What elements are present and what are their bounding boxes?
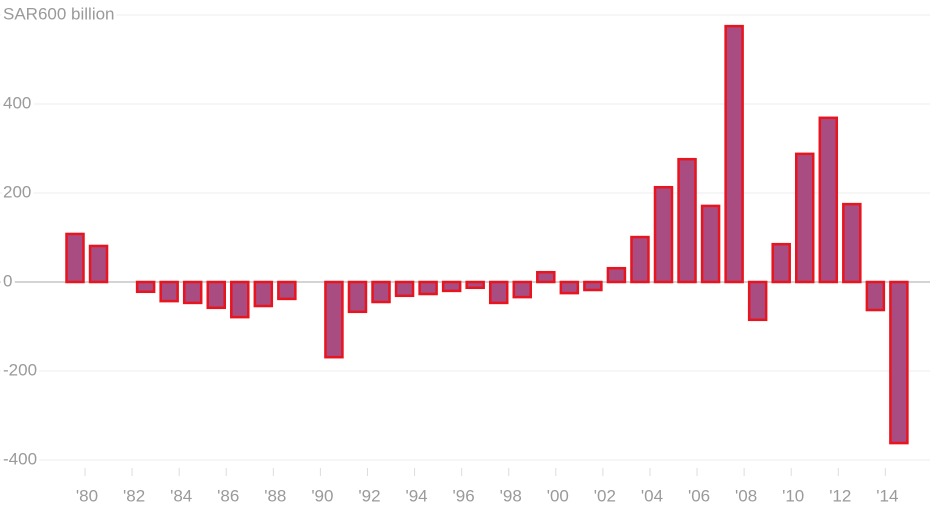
x-tick-label: '92 <box>358 486 380 505</box>
bar <box>630 235 650 284</box>
bar <box>794 152 815 284</box>
bar <box>724 24 744 284</box>
x-tick-label: '94 <box>405 486 427 505</box>
y-tick-label: 0 <box>3 271 12 290</box>
x-tick-label: '80 <box>76 486 98 505</box>
bar <box>394 280 415 298</box>
x-tick-label: '96 <box>453 486 475 505</box>
bar <box>771 242 791 284</box>
bar <box>512 280 533 299</box>
x-tick-label: '98 <box>500 486 522 505</box>
y-tick-label: -400 <box>3 449 37 468</box>
bar <box>441 280 462 293</box>
x-tick-label: '12 <box>829 486 851 505</box>
x-tick-label: '08 <box>735 486 757 505</box>
bar <box>347 280 368 314</box>
bar <box>88 244 109 284</box>
y-tick-label: SAR600 billion <box>3 4 115 23</box>
bar <box>677 157 697 284</box>
bar <box>488 280 509 305</box>
bar <box>182 280 203 305</box>
bar <box>230 280 250 319</box>
bar <box>324 280 344 359</box>
x-tick-label: '82 <box>123 486 145 505</box>
x-tick-label: '10 <box>782 486 804 505</box>
x-tick-label: '00 <box>547 486 569 505</box>
bar <box>371 280 391 304</box>
y-tick-label: -200 <box>3 360 37 379</box>
bar <box>253 280 274 308</box>
bar <box>889 280 909 445</box>
bar <box>842 202 862 284</box>
bar <box>206 280 226 310</box>
x-tick-label: '06 <box>688 486 710 505</box>
bar <box>583 280 603 292</box>
bar <box>606 266 627 284</box>
x-tick-label: '02 <box>594 486 616 505</box>
x-tick-label: '90 <box>311 486 333 505</box>
bar <box>65 232 85 284</box>
bar <box>418 280 438 296</box>
y-tick-label: 200 <box>3 182 31 201</box>
bar <box>747 280 768 322</box>
bar <box>653 185 674 284</box>
bar <box>277 280 297 301</box>
bar <box>818 116 839 284</box>
bar <box>159 280 179 303</box>
x-tick-label: '84 <box>170 486 192 505</box>
bar <box>536 270 556 284</box>
x-tick-label: '14 <box>876 486 898 505</box>
bar <box>865 280 886 312</box>
x-tick-label: '88 <box>264 486 286 505</box>
bar <box>465 280 485 290</box>
bar <box>559 280 580 295</box>
x-tick-label: '86 <box>217 486 239 505</box>
bar <box>700 204 721 284</box>
x-tick-label: '04 <box>641 486 663 505</box>
bar <box>135 280 156 294</box>
y-tick-label: 400 <box>3 93 31 112</box>
